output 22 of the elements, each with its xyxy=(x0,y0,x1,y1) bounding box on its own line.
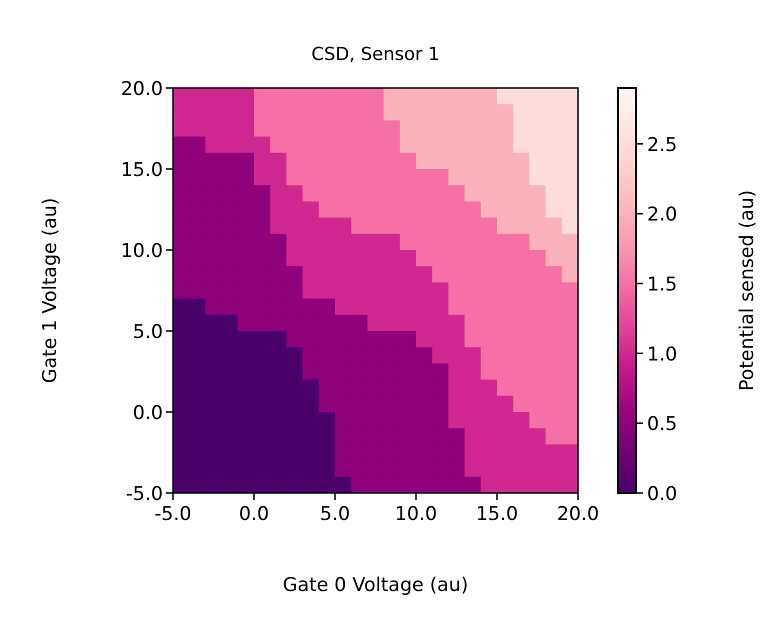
color-bar-label: 0.0 xyxy=(647,483,678,505)
x-axis-title: Gate 0 Voltage (au) xyxy=(282,574,468,596)
x-tick-label: 10.0 xyxy=(394,503,438,525)
y-tick-label: 20.0 xyxy=(120,78,163,100)
color-bar-label: 2.0 xyxy=(647,204,678,226)
y-tick-label: 15.0 xyxy=(120,159,163,181)
x-tick-label: 15.0 xyxy=(476,503,518,525)
x-tick-label: -5.0 xyxy=(154,503,192,525)
x-tick-label: 20.0 xyxy=(556,503,600,525)
color-bar-title: Potential sensed (au) xyxy=(736,190,758,392)
y-tick-label: 5.0 xyxy=(132,321,163,343)
color-bar-label: 0.5 xyxy=(647,413,678,436)
color-bar-label: 1.0 xyxy=(647,343,678,366)
y-tick-label: 0.0 xyxy=(132,402,163,424)
y-tick-label: -5.0 xyxy=(126,483,163,505)
y-axis-title: Gate 1 Voltage (au) xyxy=(39,198,61,384)
x-tick-label: 0.0 xyxy=(238,503,270,525)
chart-title: CSD, Sensor 1 xyxy=(311,44,440,65)
y-tick-label: 10.0 xyxy=(120,240,163,262)
color-bar-label: 1.5 xyxy=(647,274,678,296)
x-tick-label: 5.0 xyxy=(320,503,350,525)
color-bar-label: 2.5 xyxy=(647,134,678,156)
